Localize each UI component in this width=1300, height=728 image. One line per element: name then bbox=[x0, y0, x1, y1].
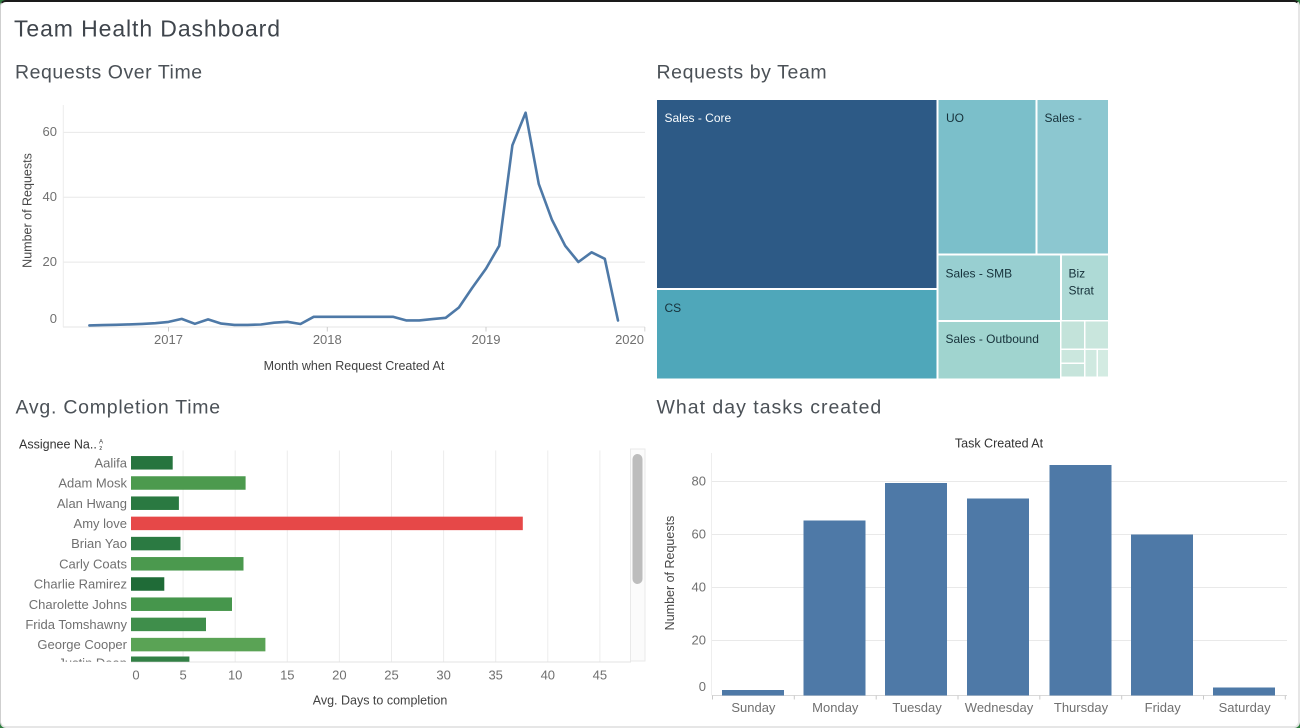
svg-text:What day tasks created: What day tasks created bbox=[657, 397, 883, 419]
svg-text:Requests Over Time: Requests Over Time bbox=[15, 61, 203, 83]
svg-text:0: 0 bbox=[699, 679, 706, 694]
svg-text:10: 10 bbox=[228, 668, 242, 683]
svg-text:Tuesday: Tuesday bbox=[892, 700, 942, 715]
svg-text:40: 40 bbox=[541, 668, 555, 683]
svg-text:5: 5 bbox=[179, 668, 186, 683]
svg-text:Sales - SMB: Sales - SMB bbox=[946, 267, 1013, 281]
svg-text:Sunday: Sunday bbox=[731, 700, 776, 715]
svg-text:Justin Dean: Justin Dean bbox=[58, 656, 127, 671]
svg-text:0: 0 bbox=[132, 668, 139, 683]
svg-text:Month when Request Created At: Month when Request Created At bbox=[264, 359, 445, 373]
svg-text:20: 20 bbox=[692, 632, 706, 647]
svg-text:Sales -: Sales - bbox=[1045, 111, 1082, 125]
svg-text:Sales - Outbound: Sales - Outbound bbox=[946, 332, 1039, 346]
svg-text:60: 60 bbox=[43, 124, 57, 139]
svg-text:Number of Requests: Number of Requests bbox=[21, 153, 35, 268]
svg-text:UO: UO bbox=[946, 111, 964, 125]
svg-text:Thursday: Thursday bbox=[1054, 700, 1109, 715]
svg-text:Charlie Ramirez: Charlie Ramirez bbox=[34, 577, 127, 592]
svg-text:60: 60 bbox=[692, 526, 706, 541]
svg-text:Wednesday: Wednesday bbox=[965, 700, 1034, 715]
svg-text:2020: 2020 bbox=[615, 332, 644, 347]
svg-text:25: 25 bbox=[384, 668, 398, 683]
svg-text:Team Health Dashboard: Team Health Dashboard bbox=[14, 16, 281, 42]
svg-text:Alan Hwang: Alan Hwang bbox=[57, 496, 127, 511]
svg-text:20: 20 bbox=[332, 668, 346, 683]
svg-text:Frida Tomshawny: Frida Tomshawny bbox=[25, 617, 127, 632]
svg-text:45: 45 bbox=[593, 668, 607, 683]
svg-text:Brian Yao: Brian Yao bbox=[71, 536, 127, 551]
svg-text:Avg. Completion Time: Avg. Completion Time bbox=[16, 397, 221, 419]
svg-text:0: 0 bbox=[50, 311, 57, 326]
svg-text:Strat: Strat bbox=[1069, 284, 1095, 298]
svg-text:Amy love: Amy love bbox=[74, 516, 127, 531]
svg-text:20: 20 bbox=[43, 254, 57, 269]
svg-text:Requests by Team: Requests by Team bbox=[657, 61, 828, 83]
svg-text:Adam Mosk: Adam Mosk bbox=[58, 476, 127, 491]
svg-text:Aalifa: Aalifa bbox=[94, 455, 127, 470]
svg-text:2018: 2018 bbox=[313, 332, 342, 347]
svg-text:Biz: Biz bbox=[1069, 267, 1086, 281]
svg-text:2019: 2019 bbox=[472, 332, 501, 347]
svg-text:Charolette Johns: Charolette Johns bbox=[29, 597, 128, 612]
svg-text:30: 30 bbox=[436, 668, 450, 683]
svg-text:A: A bbox=[99, 438, 104, 445]
svg-text:35: 35 bbox=[488, 668, 502, 683]
svg-text:Sales - Core: Sales - Core bbox=[665, 111, 732, 125]
svg-text:z: z bbox=[99, 445, 102, 452]
svg-text:Assignee Na..: Assignee Na.. bbox=[19, 438, 97, 452]
svg-text:Avg. Days to completion: Avg. Days to completion bbox=[313, 694, 448, 708]
svg-text:80: 80 bbox=[692, 473, 706, 488]
svg-text:15: 15 bbox=[280, 668, 294, 683]
svg-text:Saturday: Saturday bbox=[1219, 700, 1272, 715]
svg-text:Carly Coats: Carly Coats bbox=[59, 556, 127, 571]
svg-text:CS: CS bbox=[665, 301, 682, 315]
svg-text:Task Created At: Task Created At bbox=[955, 437, 1044, 451]
svg-text:2017: 2017 bbox=[154, 332, 183, 347]
svg-text:Number of Requests: Number of Requests bbox=[663, 516, 677, 631]
svg-text:40: 40 bbox=[43, 189, 57, 204]
svg-text:40: 40 bbox=[692, 579, 706, 594]
svg-text:George Cooper: George Cooper bbox=[37, 637, 127, 652]
svg-text:Monday: Monday bbox=[812, 700, 859, 715]
svg-text:Friday: Friday bbox=[1145, 700, 1182, 715]
